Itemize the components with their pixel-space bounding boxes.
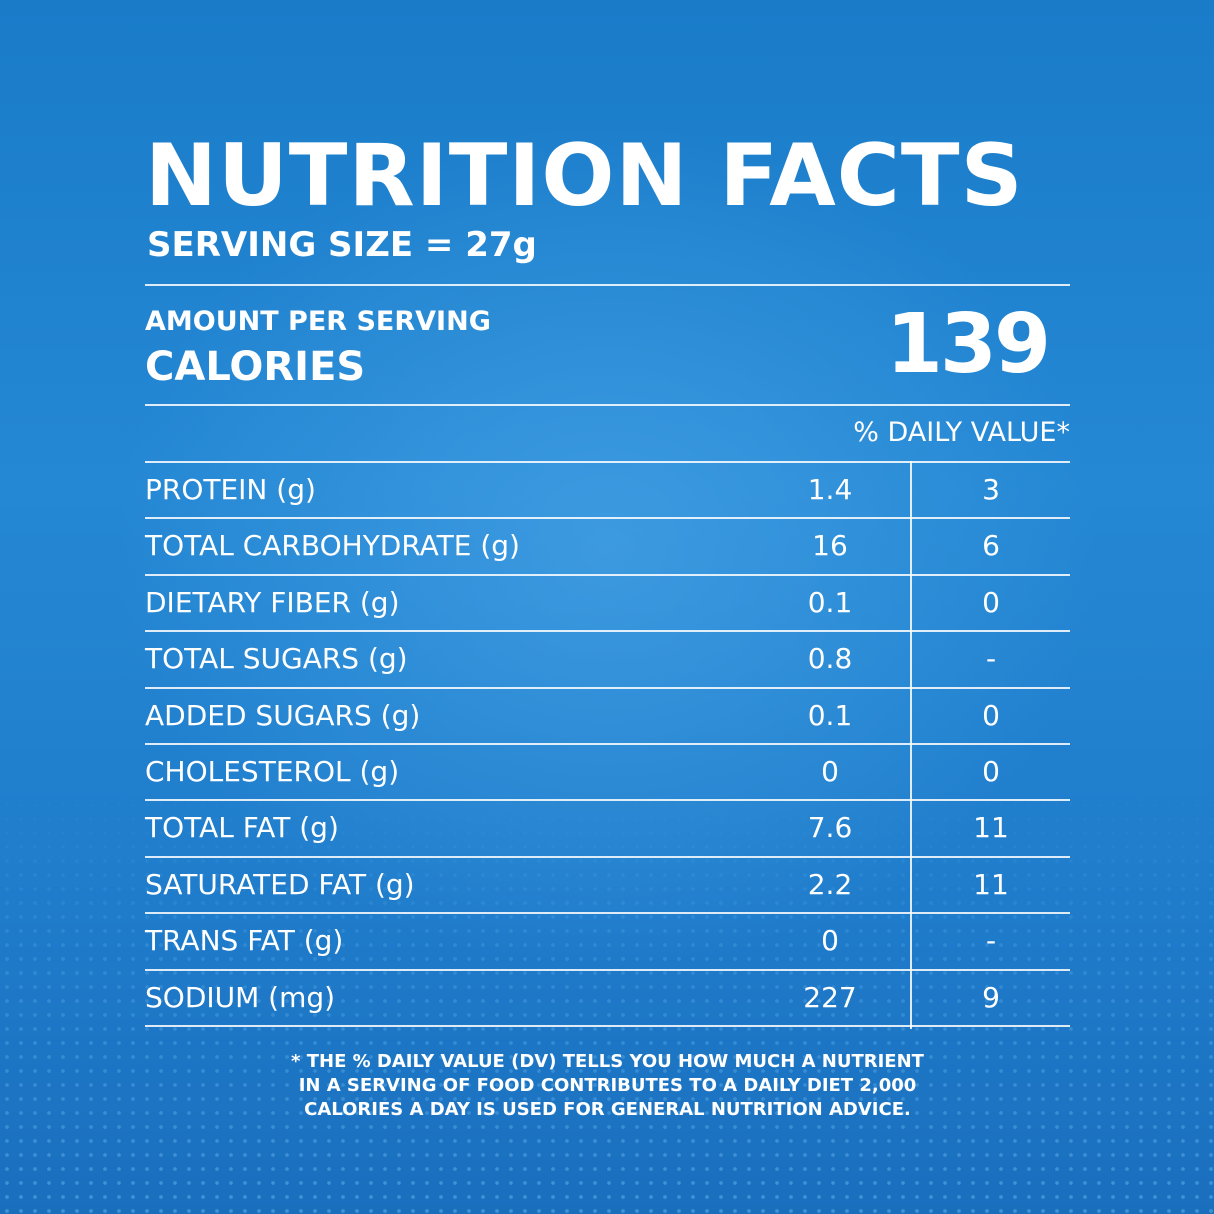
nutrient-daily-value: 0 (982, 585, 1000, 619)
footnote: * THE % DAILY VALUE (DV) TELLS YOU HOW M… (145, 1050, 1070, 1122)
nutrient-name: TRANS FAT (g) (145, 924, 344, 958)
nutrient-amount: 0.1 (807, 698, 853, 732)
nutrient-amount: 7.6 (807, 811, 853, 845)
nutrient-name: DIETARY FIBER (g) (145, 585, 400, 619)
divider (145, 404, 1070, 406)
nutrient-daily-value: 11 (973, 811, 1009, 845)
nutrient-amount: 16 (812, 529, 848, 563)
nutrient-daily-value: 6 (982, 529, 1000, 563)
calories-value: 139 (885, 297, 1051, 392)
column-divider (910, 461, 912, 1029)
nutrient-daily-value: 0 (982, 698, 1000, 732)
amount-per-serving-label: AMOUNT PER SERVING (145, 306, 491, 337)
nutrient-name: TOTAL SUGARS (g) (145, 642, 408, 676)
nutrient-name: PROTEIN (g) (145, 473, 316, 506)
nutrient-amount: 0.1 (807, 585, 853, 619)
nutrient-amount: 0 (821, 754, 839, 788)
table-row: TOTAL FAT (g) 7.6 11 (145, 799, 1070, 855)
nutrient-name: SATURATED FAT (g) (145, 867, 415, 901)
nutrient-name: ADDED SUGARS (g) (145, 698, 421, 732)
divider (145, 284, 1070, 286)
footnote-line: * THE % DAILY VALUE (DV) TELLS YOU HOW M… (291, 1051, 924, 1072)
nutrient-name: SODIUM (mg) (145, 980, 336, 1014)
nutrient-amount: 227 (803, 980, 857, 1014)
daily-value-header: % DAILY VALUE* (853, 417, 1070, 448)
nutrition-panel: NUTRITION FACTS SERVING SIZE = 27g AMOUN… (145, 0, 1070, 1214)
table-row: CHOLESTEROL (g) 0 0 (145, 742, 1070, 799)
nutrient-name: TOTAL FAT (g) (145, 811, 339, 845)
table-row: SATURATED FAT (g) 2.2 11 (145, 855, 1070, 912)
nutrient-daily-value: - (985, 924, 997, 958)
table-row: SODIUM (mg) 227 9 (145, 968, 1070, 1027)
nutrient-daily-value: 11 (973, 867, 1009, 901)
table-row: ADDED SUGARS (g) 0.1 0 (145, 686, 1070, 743)
table-row: TOTAL CARBOHYDRATE (g) 16 6 (145, 517, 1070, 573)
table-row: DIETARY FIBER (g) 0.1 0 (145, 573, 1070, 630)
nutrient-name: CHOLESTEROL (g) (145, 754, 400, 788)
calories-label: CALORIES (145, 344, 366, 390)
page-title: NUTRITION FACTS (145, 126, 1024, 226)
nutrient-name: TOTAL CARBOHYDRATE (g) (145, 529, 520, 563)
nutrient-daily-value: 9 (982, 980, 1000, 1014)
dot-pattern-decoration (0, 784, 1214, 1214)
table-row: TOTAL SUGARS (g) 0.8 - (145, 630, 1070, 686)
footnote-line: CALORIES A DAY IS USED FOR GENERAL NUTRI… (304, 1099, 911, 1120)
table-row: PROTEIN (g) 1.4 3 (145, 461, 1070, 517)
nutrient-amount: 2.2 (807, 867, 853, 901)
nutrient-amount: 1.4 (807, 473, 853, 506)
nutrient-amount: 0.8 (807, 642, 853, 676)
nutrient-amount: 0 (821, 924, 839, 958)
nutrient-daily-value: 0 (982, 754, 1000, 788)
footnote-line: IN A SERVING OF FOOD CONTRIBUTES TO A DA… (298, 1075, 917, 1096)
nutrient-table: PROTEIN (g) 1.4 3 TOTAL CARBOHYDRATE (g)… (145, 461, 1070, 1027)
serving-size: SERVING SIZE = 27g (147, 225, 537, 265)
nutrient-daily-value: - (985, 642, 997, 676)
nutrient-daily-value: 3 (982, 473, 1000, 506)
table-row: TRANS FAT (g) 0 - (145, 912, 1070, 968)
